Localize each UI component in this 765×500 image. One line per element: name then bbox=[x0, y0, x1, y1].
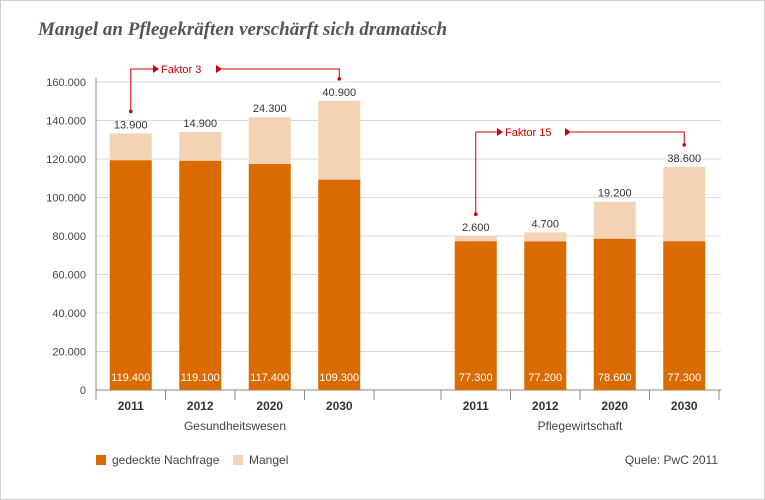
annotation-arrow-left bbox=[497, 128, 503, 136]
y-tick-label: 100.000 bbox=[46, 193, 86, 205]
annotation-bracket-left bbox=[475, 131, 497, 215]
bar-covered bbox=[454, 241, 497, 390]
legend-label-shortage: Mangel bbox=[249, 453, 289, 467]
data-label-covered: 77.200 bbox=[528, 372, 562, 384]
data-label-shortage: 24.300 bbox=[253, 103, 287, 115]
y-tick-label: 40.000 bbox=[52, 308, 86, 320]
y-tick-label: 140.000 bbox=[46, 116, 86, 128]
bar-shortage bbox=[663, 166, 706, 242]
bar-covered bbox=[179, 160, 222, 390]
bar-covered bbox=[524, 241, 567, 390]
legend-item-shortage: Mangel bbox=[233, 453, 288, 467]
x-tick-label: 2020 bbox=[601, 399, 628, 413]
data-label-shortage: 2.600 bbox=[462, 222, 490, 234]
data-label-covered: 109.300 bbox=[319, 372, 359, 384]
y-tick-label: 80.000 bbox=[52, 231, 86, 243]
x-tick-label: 2030 bbox=[671, 399, 698, 413]
annotation-bracket-right bbox=[222, 68, 340, 79]
legend-item-covered: gedeckte Nachfrage bbox=[96, 453, 219, 467]
x-tick-label: 2012 bbox=[532, 399, 559, 413]
data-label-covered: 77.300 bbox=[667, 372, 701, 384]
annotation-dot-left bbox=[473, 212, 478, 216]
bar-shortage bbox=[593, 201, 636, 239]
y-tick-label: 120.000 bbox=[46, 154, 86, 166]
y-tick-label: 0 bbox=[80, 385, 86, 397]
x-tick-label: 2030 bbox=[326, 399, 353, 413]
annotation-dot-left bbox=[128, 109, 133, 114]
y-tick-label: 60.000 bbox=[52, 270, 86, 282]
data-label-covered: 119.400 bbox=[111, 372, 150, 384]
legend-swatch-shortage bbox=[233, 455, 243, 465]
bar-covered bbox=[109, 160, 152, 390]
category-group-label: Gesundheitswesen bbox=[184, 419, 286, 433]
annotation-arrow-right bbox=[216, 65, 222, 73]
chart-title: Mangel an Pflegekräften verschärft sich … bbox=[38, 19, 448, 40]
annotation-bracket-left bbox=[130, 68, 153, 112]
y-tick-label: 160.000 bbox=[46, 77, 86, 89]
x-tick-label: 2012 bbox=[187, 399, 214, 413]
annotation-dot-right bbox=[337, 77, 342, 81]
source-note: Quele: PwC 2011 bbox=[624, 453, 718, 467]
x-tick-label: 2020 bbox=[256, 399, 283, 413]
x-tick-label: 2011 bbox=[463, 399, 489, 413]
bar-covered bbox=[318, 179, 361, 390]
bar-shortage bbox=[248, 117, 291, 165]
annotation-label: Faktor 3 bbox=[161, 64, 201, 76]
data-label-covered: 119.100 bbox=[181, 372, 220, 384]
legend-swatch-covered bbox=[96, 455, 106, 465]
y-tick-label: 20.000 bbox=[52, 347, 86, 359]
bar-shortage bbox=[179, 132, 222, 161]
data-label-covered: 78.600 bbox=[598, 372, 632, 384]
bar-shortage bbox=[454, 236, 497, 242]
legend-label-covered: gedeckte Nachfrage bbox=[112, 453, 220, 467]
data-label-shortage: 19.200 bbox=[598, 188, 632, 200]
data-label-covered: 117.400 bbox=[250, 372, 289, 384]
bar-shortage bbox=[318, 100, 361, 180]
data-label-shortage: 14.900 bbox=[183, 118, 217, 130]
annotation-bracket-right bbox=[571, 131, 685, 145]
bar-covered bbox=[593, 238, 636, 390]
annotation-arrow-left bbox=[153, 65, 159, 73]
annotation-arrow-right bbox=[565, 128, 571, 136]
data-label-shortage: 40.900 bbox=[322, 87, 356, 99]
data-label-shortage: 13.900 bbox=[114, 119, 148, 131]
x-tick-label: 2011 bbox=[118, 399, 144, 413]
data-label-shortage: 4.700 bbox=[531, 218, 559, 230]
data-label-covered: 77.300 bbox=[459, 372, 493, 384]
annotation-label: Faktor 15 bbox=[505, 127, 551, 139]
annotation-dot-right bbox=[682, 143, 687, 147]
bar-covered bbox=[248, 164, 291, 390]
bar-covered bbox=[663, 241, 706, 390]
data-label-shortage: 38.600 bbox=[667, 153, 701, 165]
bar-shortage bbox=[524, 232, 567, 242]
bar-shortage bbox=[109, 133, 152, 161]
category-group-label: Pflegewirtschaft bbox=[538, 419, 623, 433]
